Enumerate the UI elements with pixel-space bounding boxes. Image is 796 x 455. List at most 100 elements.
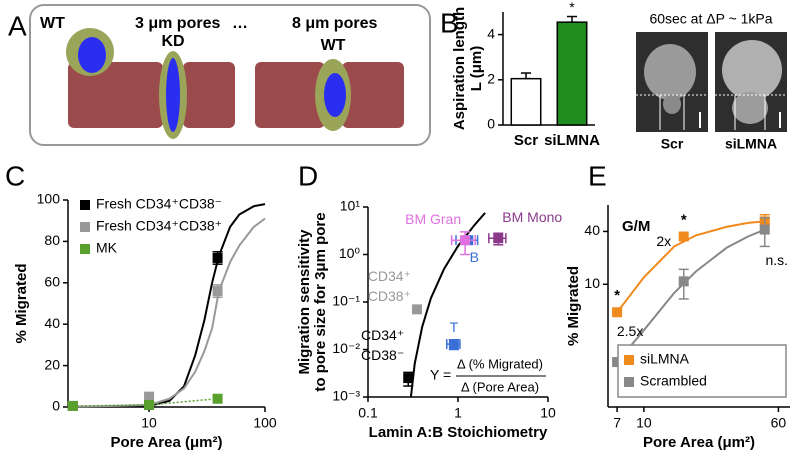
nucleus [166,58,180,132]
legend-label: Fresh CD34⁺CD38⁻ [96,196,222,212]
x-axis-label: Lamin A:B Stoichiometry [369,424,548,441]
legend-marker [624,355,634,365]
annotation: n.s. [765,252,788,268]
y-tick-label: 4 [487,25,495,41]
legend-label: MK [96,240,118,256]
y-tick-label: 10⁻² [332,340,360,356]
point-label: T [450,319,459,335]
cell-image [732,92,768,124]
legend-label: siLMNA [640,351,690,367]
label: WT [321,37,346,54]
legend-label: Scrambled [640,373,707,389]
panel-letter: C [5,160,25,191]
data-point [460,235,471,246]
legend-marker [80,200,90,210]
significance: * [569,0,575,15]
y-axis-label: % Migrated [13,263,30,343]
data-point [678,276,689,287]
legend-marker [624,377,634,387]
data-point [212,393,223,404]
panel-letter: B [440,7,459,38]
data-point [212,252,223,263]
y-tick-label: 20 [44,356,60,372]
y-tick-label: 100 [37,191,61,207]
point-label: BM Mono [502,209,562,225]
point-label: B [470,249,479,265]
significance: * [681,211,687,228]
bar [510,77,542,126]
data-point [403,373,414,384]
cell-image [722,40,782,100]
image-label: Scr [661,136,684,152]
x-tick-label: 100 [253,415,277,431]
fit-curve [409,212,486,398]
annotation: 2x [656,233,671,249]
formula: Δ (% Migrated) [457,356,543,371]
y-tick-label: 10¹ [340,198,361,214]
annotation: 2.5x [617,323,643,339]
y-tick-label: 0 [487,116,495,132]
x-tick-label: 10 [141,415,157,431]
x-tick-label: 7 [613,415,621,431]
wall [68,62,163,128]
wall [183,62,235,128]
cell-image [644,44,696,100]
point-label: BM Gran [405,211,461,227]
fit-curve [616,228,766,363]
legend-marker [80,244,90,254]
y-axis-label: Migration sensitivity [296,229,313,375]
x-tick-label: 10 [636,415,652,431]
panel-letter: A [8,10,27,41]
y-tick-label: 0 [52,398,60,414]
y-axis-label: to pore size for 3μm pore [312,212,329,391]
significance: * [614,287,620,304]
x-tick-label: 60 [771,415,787,431]
caption: 60sec at ΔP ~ 1kPa [649,11,772,27]
x-tick-label: siLMNA [544,132,600,149]
x-axis-label: Pore Area (μm²) [111,434,223,451]
data-point [67,400,78,411]
y-tick-label: 10 [584,275,600,291]
label: 3 μm pores [135,15,220,32]
data-point [448,339,459,350]
fit-curve [67,203,266,408]
legend-marker [80,222,90,232]
nucleus [324,73,346,117]
point-label: CD38⁻ [361,347,404,363]
panel-letter: E [588,160,607,191]
x-tick-label: 0.1 [358,405,378,421]
fit-curve [67,217,266,408]
y-tick-label: 40 [584,222,600,238]
data-point [759,224,770,235]
label: … [232,15,248,32]
bar [556,21,588,126]
label: WT [40,15,65,32]
x-tick-label: 1 [454,405,462,421]
x-tick-label: Scr [514,132,538,149]
point-label: CD34⁺ [368,268,411,284]
data-point [612,307,623,318]
y-tick-label: 60 [44,274,60,290]
legend-frame [617,344,787,398]
y-tick-label: 80 [44,232,60,248]
wall [255,62,325,128]
x-axis-label: Pore Area (μm²) [643,434,755,451]
data-point [493,233,504,244]
image-label: siLMNA [725,136,777,152]
point-label: CD34⁺ [361,327,404,343]
legend-label: Fresh CD34⁺CD38⁺ [96,218,222,234]
y-axis-label: L (μm) [468,46,485,92]
y-tick-label: 40 [44,315,60,331]
y-tick-label: 10⁰ [339,245,361,261]
nucleus [78,37,106,73]
data-point [212,286,223,297]
data-point [144,399,155,410]
x-tick-label: 10 [540,405,556,421]
y-axis-label: % Migrated [565,266,582,346]
y-tick-label: 2 [487,71,495,87]
data-point [612,357,623,368]
fit-curve [616,220,765,313]
wall [342,62,404,128]
